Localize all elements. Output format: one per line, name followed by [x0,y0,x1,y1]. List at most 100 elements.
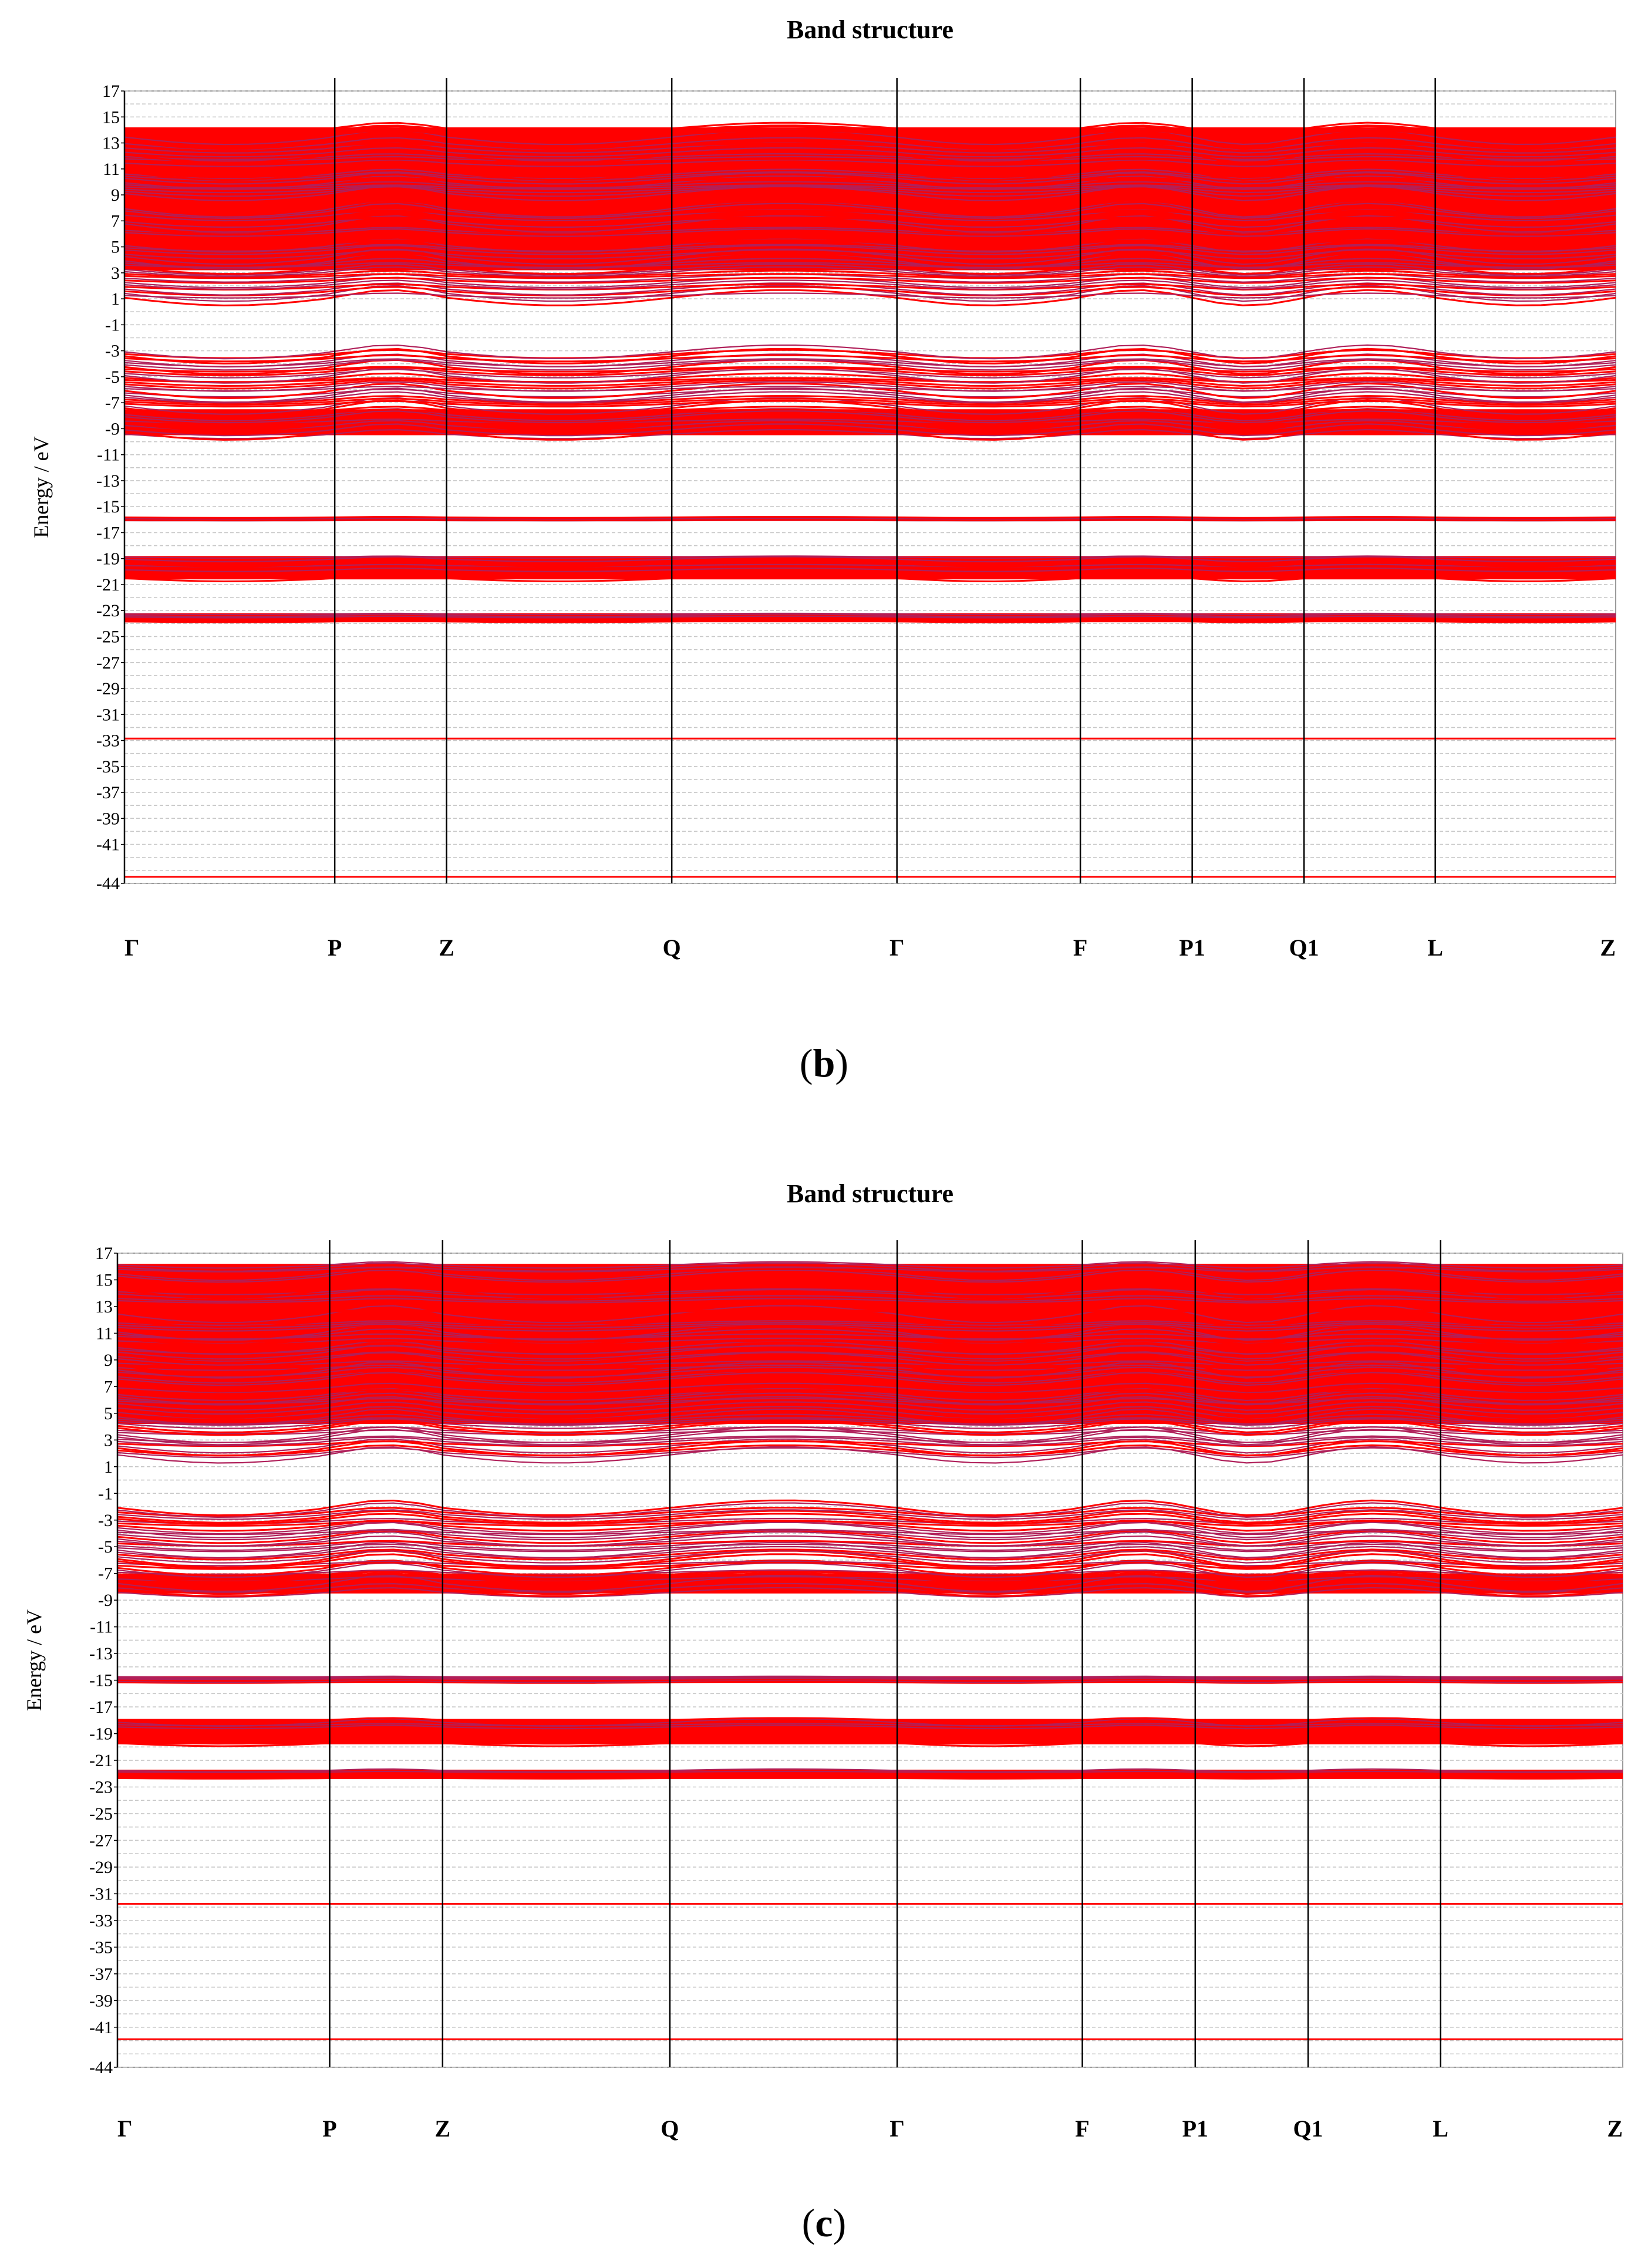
band-line [117,1372,1623,1390]
band-line [117,1323,1623,1332]
y-tick-label: -9 [105,419,120,438]
y-tick-label: -11 [90,1618,113,1637]
kpoint-label: P1 [1179,934,1205,961]
band-line [117,1322,1623,1329]
band-line [117,1328,1623,1341]
y-tick-label: -33 [89,1911,113,1931]
band-line [117,1576,1623,1582]
band-line [117,1301,1623,1318]
y-axis-label: Energy / eV [22,1609,46,1711]
y-tick-label: -41 [96,835,120,855]
band-line [117,1723,1623,1727]
y-tick-label: -15 [96,497,120,517]
band-group-semicore-2 [117,1717,1623,1747]
y-tick-label: -41 [89,2018,113,2037]
band-line [124,413,1616,425]
band-line [124,397,1616,406]
band-line [117,1364,1623,1371]
band-line [124,406,1616,415]
band-line [124,159,1616,167]
band-line [124,559,1616,568]
kpoint-label: L [1427,934,1443,961]
band-line [124,196,1616,204]
band-line [117,1739,1623,1747]
y-tick-label: 9 [104,1351,113,1370]
band-line [124,249,1616,260]
band-line [124,248,1616,265]
band-line [117,1300,1623,1315]
band-structure-chart-b: Band structure 17 15 13 11 9 7 5 3 1 -1 -3 -5 -7 -9 -11… [29,15,1616,961]
band-group-semicore-3 [124,612,1616,623]
band-line [117,1337,1623,1345]
band-line [124,400,1616,408]
band-line [117,1308,1623,1315]
band-line [124,245,1616,255]
band-line [124,221,1616,231]
y-tick-label: 7 [104,1377,113,1396]
y-tick-label: -17 [89,1697,113,1717]
kpoint-label: P1 [1182,2115,1208,2142]
band-line [117,1275,1623,1286]
band-line [124,617,1616,622]
band-line [124,379,1616,390]
band-line [117,1435,1623,1443]
band-line [117,1396,1623,1411]
kpoint-label: Z [434,2115,450,2142]
y-tick-label: -44 [96,874,120,893]
band-line [124,563,1616,568]
band-line [124,567,1616,572]
caption-c-open: ( [801,2200,815,2245]
band-line [124,555,1616,559]
band-line [124,258,1616,268]
y-tick-label: -7 [105,393,120,413]
band-line [117,1320,1623,1327]
band-line [117,1333,1623,1340]
band-line [117,1288,1623,1295]
y-tick-label: 1 [104,1457,113,1477]
band-line [124,620,1616,623]
band-line [117,1502,1623,1518]
band-line [117,1399,1623,1412]
y-tick-label: 13 [102,134,120,153]
band-line [117,1270,1623,1287]
band-line [124,199,1616,214]
band-line [117,1510,1623,1524]
band-line [124,124,1616,137]
band-line [124,233,1616,249]
band-line [124,612,1616,616]
y-tick-label: 15 [95,1270,113,1290]
band-line [124,230,1616,248]
band-line [117,1298,1623,1304]
band-line [117,1420,1623,1436]
band-line [124,262,1616,269]
band-line [117,1550,1623,1564]
band-line [117,1444,1623,1457]
band-line [117,1351,1623,1362]
band-line [117,1570,1623,1584]
band-line [124,558,1616,565]
y-tick-label: 5 [111,238,120,257]
bands [117,1261,1623,2040]
band-line [117,1381,1623,1391]
y-tick-label: 11 [103,160,120,179]
bands [124,122,1616,878]
y-tick-label: 17 [102,82,120,101]
band-line [124,216,1616,223]
band-line [124,419,1616,424]
band-line [124,172,1616,185]
band-line [117,1369,1623,1380]
kpoint-labels: Γ P Z Q Γ F P1 Q1 L Z [124,934,1616,961]
band-line [124,210,1616,217]
band-line [117,1768,1623,1773]
kpoint-label: Γ [889,2115,904,2142]
kpoint-label: L [1433,2115,1448,2142]
y-tick-label: 13 [95,1297,113,1317]
kpoint-label: F [1075,2115,1089,2142]
kpoint-label: P [322,2115,336,2142]
band-group-semicore-2 [124,555,1616,583]
band-line [124,354,1616,363]
y-tick-label: -31 [96,705,120,724]
band-group-semicore-1 [117,1675,1623,1684]
band-line [124,171,1616,181]
band-line [124,391,1616,404]
